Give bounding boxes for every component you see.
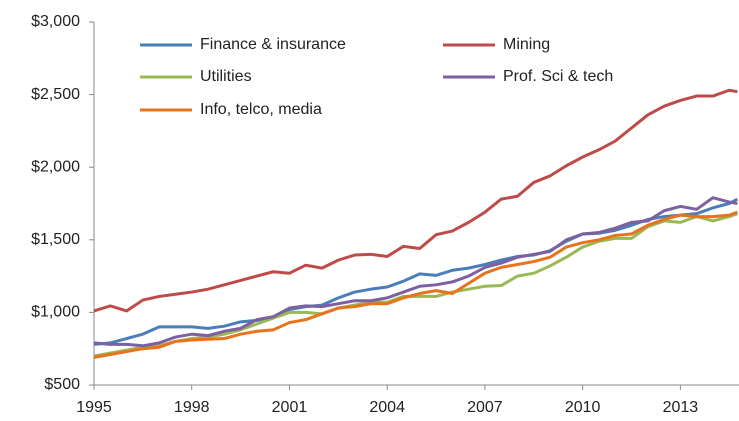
series-line — [93, 212, 738, 358]
x-tick-label: 1995 — [76, 399, 112, 416]
x-tick-label: 2010 — [565, 399, 601, 416]
series-line — [93, 88, 738, 313]
x-tick-label: 2004 — [369, 399, 405, 416]
y-tick-label: $2,500 — [31, 86, 80, 103]
y-tick-label: $1,500 — [31, 231, 80, 248]
legend-label: Prof. Sci & tech — [503, 68, 613, 85]
y-tick-label: $500 — [44, 376, 80, 393]
y-tick-label: $3,000 — [31, 13, 80, 30]
y-tick-label: $1,000 — [31, 304, 80, 321]
series-line — [93, 210, 738, 359]
legend-label: Utilities — [200, 68, 252, 85]
x-tick-label: 1998 — [174, 399, 210, 416]
legend-label: Info, telco, media — [200, 101, 322, 118]
x-tick-label: 2013 — [663, 399, 699, 416]
y-tick-label: $2,000 — [31, 158, 80, 175]
legend-label: Finance & insurance — [200, 36, 346, 53]
x-tick-label: 2001 — [272, 399, 308, 416]
x-tick-label: 2007 — [467, 399, 503, 416]
legend-label: Mining — [503, 36, 550, 53]
series-line — [93, 196, 738, 348]
